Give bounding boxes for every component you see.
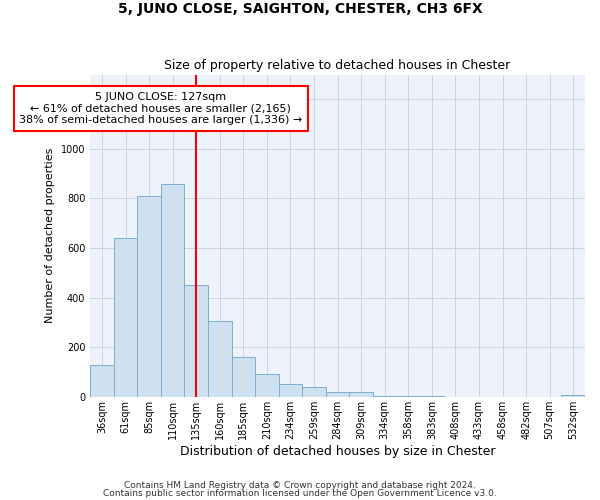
Text: Contains public sector information licensed under the Open Government Licence v3: Contains public sector information licen… xyxy=(103,489,497,498)
Bar xyxy=(278,384,302,397)
Text: 5, JUNO CLOSE, SAIGHTON, CHESTER, CH3 6FX: 5, JUNO CLOSE, SAIGHTON, CHESTER, CH3 6F… xyxy=(118,2,482,16)
Bar xyxy=(349,392,373,397)
Bar xyxy=(232,357,255,397)
Bar xyxy=(255,374,278,397)
Y-axis label: Number of detached properties: Number of detached properties xyxy=(45,148,55,324)
Bar xyxy=(114,238,137,397)
Bar xyxy=(562,395,585,397)
Text: Contains HM Land Registry data © Crown copyright and database right 2024.: Contains HM Land Registry data © Crown c… xyxy=(124,480,476,490)
Bar xyxy=(326,392,349,397)
Bar xyxy=(208,321,232,397)
Bar xyxy=(302,387,326,397)
Bar xyxy=(90,364,114,397)
Bar xyxy=(184,285,208,397)
Bar xyxy=(373,396,397,397)
Bar xyxy=(137,196,161,397)
Title: Size of property relative to detached houses in Chester: Size of property relative to detached ho… xyxy=(164,59,511,72)
X-axis label: Distribution of detached houses by size in Chester: Distribution of detached houses by size … xyxy=(180,444,496,458)
Text: 5 JUNO CLOSE: 127sqm
← 61% of detached houses are smaller (2,165)
38% of semi-de: 5 JUNO CLOSE: 127sqm ← 61% of detached h… xyxy=(19,92,302,125)
Bar xyxy=(161,184,184,397)
Bar xyxy=(397,396,420,397)
